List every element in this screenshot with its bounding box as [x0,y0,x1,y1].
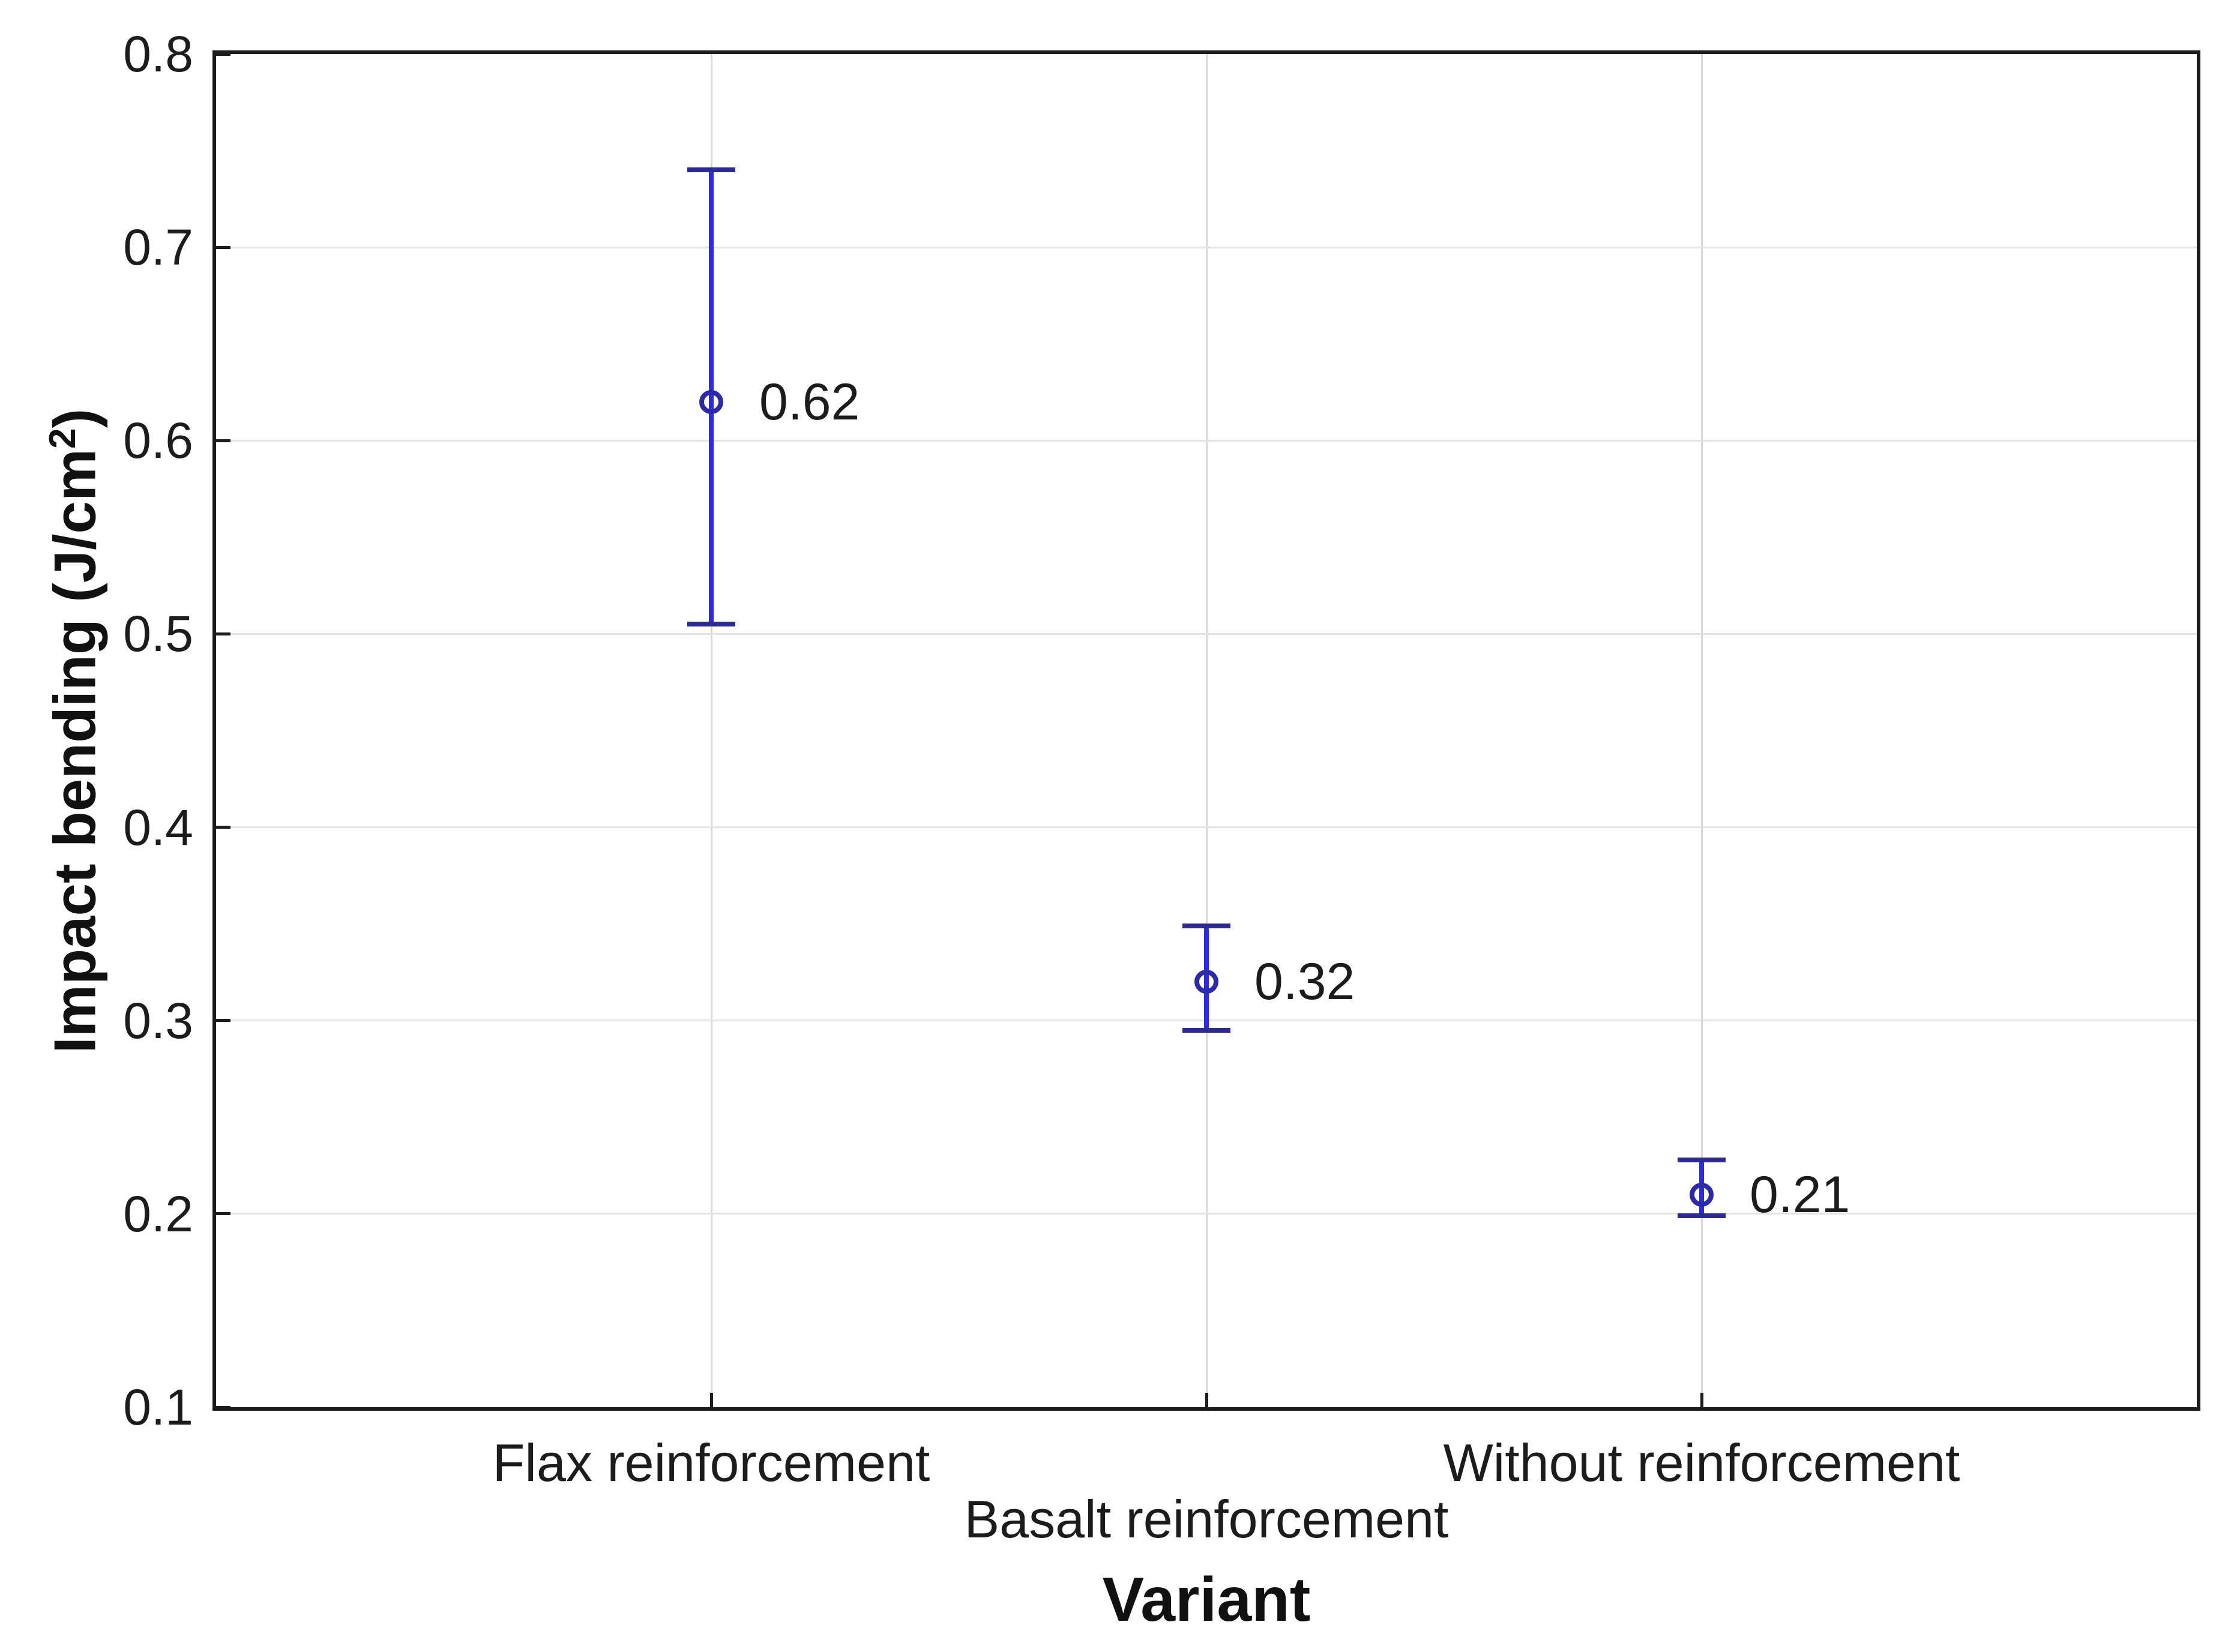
y-tick-label: 0.2 [123,1185,193,1242]
data-point-marker [699,389,723,414]
y-axis-tick [216,1405,230,1409]
y-tick-label: 0.1 [123,1379,193,1435]
data-point-marker [1690,1182,1714,1207]
y-tick-label: 0.6 [123,412,193,469]
y-tick-label: 0.8 [123,26,193,82]
error-bar-cap-bottom [1182,1027,1230,1033]
x-axis-tick [709,1393,713,1407]
x-axis-tick [1700,1393,1703,1407]
gridline-horizontal [216,826,2197,829]
y-axis-tick [216,826,230,829]
x-axis-tick [1205,1393,1208,1407]
gridline-horizontal [216,1213,2197,1215]
x-category-label: Flax reinforcement [492,1433,930,1492]
y-axis-tick [216,1212,230,1216]
gridline-vertical [1205,54,1208,1407]
y-tick-label: 0.4 [123,799,193,856]
point-value-label: 0.21 [1750,1165,1850,1224]
point-value-label: 0.62 [759,373,860,431]
y-axis-tick [216,1019,230,1023]
y-axis-tick [216,632,230,635]
error-bar-cap-top [1678,1157,1726,1162]
y-tick-label: 0.7 [123,219,193,276]
y-tick-label: 0.3 [123,992,193,1049]
gridline-horizontal [216,439,2197,442]
y-axis-tick [216,52,230,56]
gridline-horizontal [216,632,2197,635]
y-axis-tick [216,439,230,442]
y-axis-tick [216,245,230,249]
error-bar-cap-top [1182,923,1230,928]
y-tick-label: 0.5 [123,605,193,662]
error-bar-cap-bottom [1678,1213,1726,1219]
x-category-label: Without reinforcement [1443,1433,1960,1492]
gridline-horizontal [216,246,2197,248]
error-bar-cap-top [687,167,735,173]
x-axis-title: Variant [1102,1565,1311,1635]
data-point-marker [1194,970,1218,994]
gridline-vertical [1700,54,1703,1407]
gridline-vertical [710,54,712,1407]
point-value-label: 0.32 [1254,953,1355,1011]
error-bar-cap-bottom [687,622,735,627]
x-category-label: Basalt reinforcement [964,1489,1449,1549]
